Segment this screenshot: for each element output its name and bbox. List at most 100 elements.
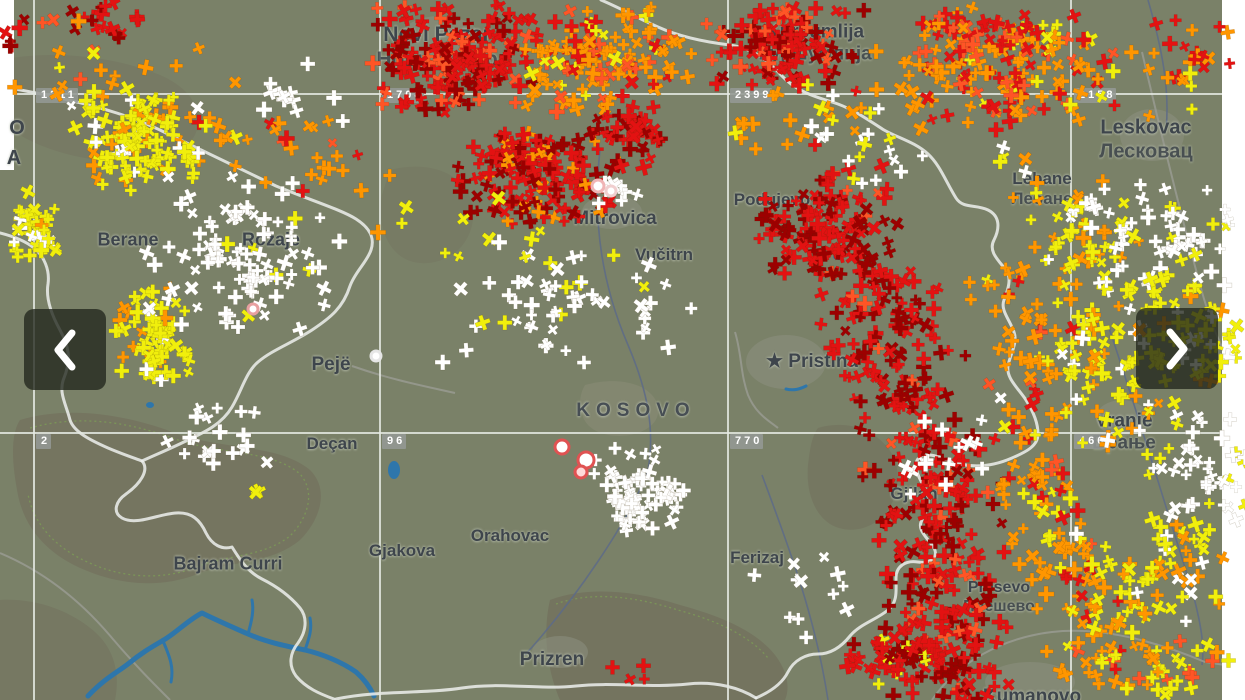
lightning-strike: [525, 309, 538, 321]
lightning-strike: [1098, 540, 1113, 554]
lightning-strike: [621, 670, 639, 688]
lightning-strike: [72, 71, 88, 87]
lightning-strike: [320, 113, 336, 129]
lightning-strike: [813, 316, 829, 332]
lightning-strike: [1070, 82, 1092, 104]
lightning-strike: [915, 351, 932, 367]
lightning-strike: [330, 149, 344, 163]
lightning-strike: [1123, 44, 1140, 61]
lightning-strike: [1184, 424, 1201, 441]
road-southwest: [0, 552, 171, 700]
lightning-strike: [1052, 86, 1068, 102]
lightning-strike: [746, 567, 763, 584]
lightning-strike: [395, 217, 408, 230]
park-boundary-sar: [555, 596, 769, 659]
strike-cluster-nw-yellow-core: [63, 77, 214, 197]
lightning-strike: [1034, 89, 1050, 104]
lightning-strike: [604, 659, 621, 675]
lightning-strike: [450, 248, 467, 265]
next-button[interactable]: [1136, 308, 1218, 389]
lightning-strike: [1016, 163, 1035, 181]
strike-cluster-nw-white-cluster: [136, 166, 348, 339]
lightning-strike: [325, 89, 343, 107]
lightning-strike: [212, 281, 226, 295]
terrain-shade-east: [807, 424, 898, 530]
lightning-strike: [853, 393, 869, 409]
lightning-strike: [268, 288, 285, 305]
lightning-strike: [258, 175, 273, 190]
lightning-strike: [852, 277, 870, 295]
lightning-strike: [753, 232, 765, 245]
lightning-strike: [1220, 652, 1237, 669]
lightning-strike: [1169, 13, 1182, 27]
lightning-strike: [867, 43, 885, 60]
lightning-strike: [298, 244, 317, 263]
lightning-strike: [628, 186, 646, 203]
lightning-strike: [865, 462, 883, 480]
strike-cluster-decan-yellow-pair: [244, 480, 269, 504]
lightning-strike: [1123, 624, 1141, 641]
lightning-strike: [1147, 14, 1166, 33]
lightning-strike: [299, 55, 316, 72]
chevron-right-icon: [1166, 328, 1188, 369]
lightning-strike: [684, 301, 698, 315]
lightning-strike: [996, 544, 1012, 560]
lightning-strike: [903, 69, 916, 82]
lightning-strike: [617, 38, 630, 52]
lightning-strike: [1203, 456, 1216, 469]
prev-button[interactable]: [24, 309, 106, 390]
lightning-strike: [115, 77, 139, 101]
lightning-strike: [180, 364, 197, 380]
lightning-strike: [315, 296, 333, 314]
strike-cluster-ne-red-cluster: [705, 0, 872, 98]
lightning-strike: [227, 288, 244, 306]
lightning-strike: [560, 0, 580, 21]
lightning-strike: [678, 67, 697, 86]
river-toplica: [1147, 0, 1168, 131]
border-kosovo-serbia: [599, 0, 1040, 700]
terrain-light-drenica: [580, 381, 659, 436]
lightning-strike: [1181, 679, 1201, 698]
lightning-strike: [1223, 57, 1236, 70]
lightning-strike: [1075, 652, 1096, 673]
lightning-strike: [295, 183, 311, 199]
lightning-strike: [532, 223, 549, 240]
lightning-strike: [685, 47, 698, 60]
lightning-strike: [881, 598, 897, 614]
lightning-strike: [1140, 447, 1154, 461]
lightning-strike: [1024, 572, 1040, 587]
lightning-strike: [192, 225, 208, 242]
urban-prizren: [532, 636, 588, 668]
lightning-strike: [868, 81, 885, 98]
lightning-strike: [63, 97, 80, 114]
lightning-strike: [310, 151, 324, 164]
lightning-strike: [853, 151, 866, 163]
strike-cluster-orahovac-white-dense: [588, 441, 692, 539]
strike-cluster-mitrovica-red: [449, 123, 627, 231]
lightning-strike: [911, 337, 925, 352]
lightning-strike: [979, 374, 1000, 395]
lightning-strike: [1150, 588, 1165, 603]
lightning-strike: [11, 250, 25, 264]
lightning-strike: [997, 357, 1014, 374]
lightning-strike: [48, 202, 61, 216]
lightning-strike: [994, 137, 1013, 157]
lightning-strike: [162, 240, 176, 254]
lightning-strike: [465, 139, 482, 155]
lightning-strike: [1017, 522, 1029, 535]
strike-cluster-south-red-singles: [604, 657, 652, 688]
lightning-strike: [988, 303, 1003, 319]
lightning-strike: [1076, 437, 1089, 449]
lightning-strike: [608, 441, 622, 456]
lightning-strike: [780, 137, 794, 151]
lightning-strike: [812, 285, 831, 304]
lightning-strike: [190, 39, 208, 57]
lightning-strike: [745, 78, 759, 92]
lightning-strike: [544, 321, 562, 339]
lightning-strike: [1049, 208, 1066, 226]
lightning-strike: [178, 447, 191, 460]
lightning-strike: [1201, 184, 1213, 196]
lightning-strike: [1235, 496, 1245, 515]
